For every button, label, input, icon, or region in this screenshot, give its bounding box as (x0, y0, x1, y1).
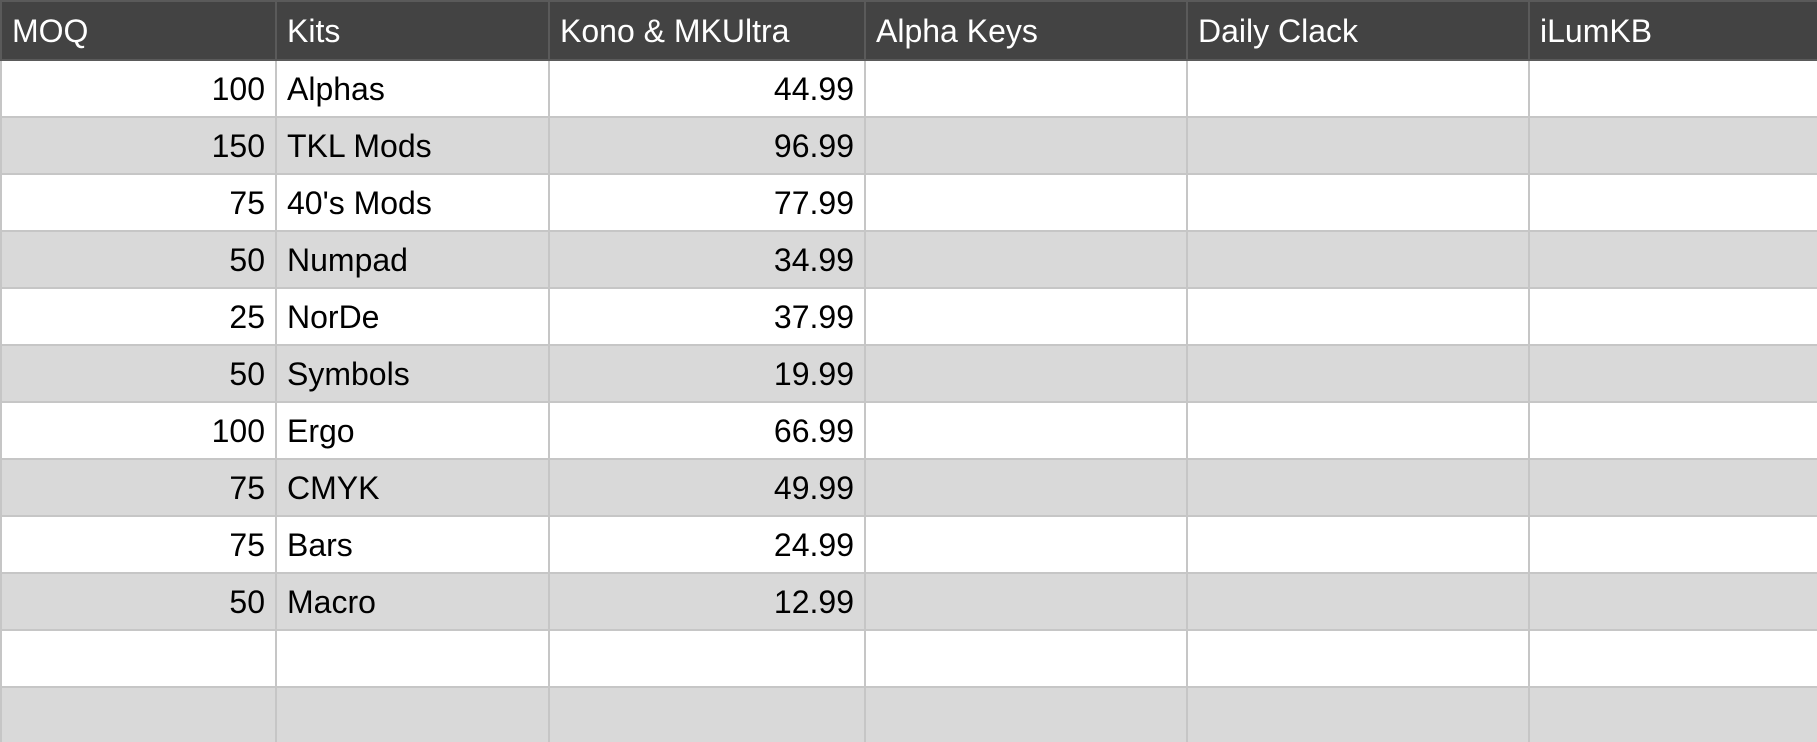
cell-daily-clack[interactable] (1187, 117, 1529, 174)
cell-daily-clack[interactable] (1187, 345, 1529, 402)
cell-ilumkb[interactable] (1529, 459, 1817, 516)
cell-ilumkb[interactable] (1529, 60, 1817, 117)
cell-kit[interactable]: Alphas (276, 60, 549, 117)
cell-daily-clack[interactable] (1187, 459, 1529, 516)
cell-kono-mkultra[interactable]: 19.99 (549, 345, 865, 402)
cell-alpha-keys[interactable] (865, 117, 1187, 174)
column-header-kono-mkultra[interactable]: Kono & MKUltra (549, 1, 865, 60)
table-row: 50 Symbols 19.99 (1, 345, 1817, 402)
cell-kit[interactable] (276, 687, 549, 742)
table-row: 150 TKL Mods 96.99 (1, 117, 1817, 174)
table-body: 100 Alphas 44.99 150 TKL Mods 96.99 75 40's Mod… (1, 60, 1817, 742)
cell-kono-mkultra[interactable] (549, 630, 865, 687)
cell-alpha-keys[interactable] (865, 402, 1187, 459)
cell-moq[interactable]: 100 (1, 402, 276, 459)
cell-moq[interactable]: 75 (1, 459, 276, 516)
cell-daily-clack[interactable] (1187, 174, 1529, 231)
column-header-ilumkb[interactable]: iLumKB (1529, 1, 1817, 60)
table-row: 100 Ergo 66.99 (1, 402, 1817, 459)
cell-ilumkb[interactable] (1529, 288, 1817, 345)
cell-moq[interactable]: 25 (1, 288, 276, 345)
table-row: 50 Numpad 34.99 (1, 231, 1817, 288)
cell-moq[interactable]: 150 (1, 117, 276, 174)
cell-moq[interactable] (1, 687, 276, 742)
cell-kit[interactable]: Macro (276, 573, 549, 630)
cell-ilumkb[interactable] (1529, 174, 1817, 231)
cell-ilumkb[interactable] (1529, 516, 1817, 573)
table-row: 75 CMYK 49.99 (1, 459, 1817, 516)
column-header-kits[interactable]: Kits (276, 1, 549, 60)
cell-kono-mkultra[interactable]: 66.99 (549, 402, 865, 459)
cell-moq[interactable]: 50 (1, 345, 276, 402)
cell-daily-clack[interactable] (1187, 516, 1529, 573)
cell-kit[interactable]: Numpad (276, 231, 549, 288)
cell-daily-clack[interactable] (1187, 687, 1529, 742)
cell-daily-clack[interactable] (1187, 402, 1529, 459)
cell-kono-mkultra[interactable]: 37.99 (549, 288, 865, 345)
cell-ilumkb[interactable] (1529, 231, 1817, 288)
cell-kit[interactable]: TKL Mods (276, 117, 549, 174)
cell-alpha-keys[interactable] (865, 573, 1187, 630)
cell-alpha-keys[interactable] (865, 687, 1187, 742)
column-header-alpha-keys[interactable]: Alpha Keys (865, 1, 1187, 60)
cell-kit[interactable]: CMYK (276, 459, 549, 516)
cell-alpha-keys[interactable] (865, 630, 1187, 687)
cell-kono-mkultra[interactable]: 77.99 (549, 174, 865, 231)
cell-ilumkb[interactable] (1529, 117, 1817, 174)
cell-daily-clack[interactable] (1187, 60, 1529, 117)
header-row: MOQ Kits Kono & MKUltra Alpha Keys Daily… (1, 1, 1817, 60)
cell-moq[interactable]: 75 (1, 174, 276, 231)
table-row: 50 Macro 12.99 (1, 573, 1817, 630)
cell-moq[interactable] (1, 630, 276, 687)
cell-kono-mkultra[interactable] (549, 687, 865, 742)
cell-alpha-keys[interactable] (865, 231, 1187, 288)
cell-alpha-keys[interactable] (865, 60, 1187, 117)
table-row: 100 Alphas 44.99 (1, 60, 1817, 117)
cell-kit[interactable]: NorDe (276, 288, 549, 345)
table-row (1, 687, 1817, 742)
table-row: 75 40's Mods 77.99 (1, 174, 1817, 231)
cell-kit[interactable]: 40's Mods (276, 174, 549, 231)
cell-daily-clack[interactable] (1187, 231, 1529, 288)
cell-daily-clack[interactable] (1187, 630, 1529, 687)
cell-kit[interactable]: Bars (276, 516, 549, 573)
cell-daily-clack[interactable] (1187, 573, 1529, 630)
cell-kono-mkultra[interactable]: 96.99 (549, 117, 865, 174)
cell-kit[interactable]: Ergo (276, 402, 549, 459)
cell-moq[interactable]: 50 (1, 231, 276, 288)
table-row (1, 630, 1817, 687)
cell-kono-mkultra[interactable]: 34.99 (549, 231, 865, 288)
cell-kono-mkultra[interactable]: 12.99 (549, 573, 865, 630)
cell-moq[interactable]: 50 (1, 573, 276, 630)
cell-ilumkb[interactable] (1529, 687, 1817, 742)
cell-alpha-keys[interactable] (865, 459, 1187, 516)
cell-kit[interactable] (276, 630, 549, 687)
cell-ilumkb[interactable] (1529, 630, 1817, 687)
cell-moq[interactable]: 75 (1, 516, 276, 573)
cell-kono-mkultra[interactable]: 44.99 (549, 60, 865, 117)
cell-kit[interactable]: Symbols (276, 345, 549, 402)
cell-alpha-keys[interactable] (865, 345, 1187, 402)
cell-ilumkb[interactable] (1529, 345, 1817, 402)
cell-kono-mkultra[interactable]: 24.99 (549, 516, 865, 573)
cell-alpha-keys[interactable] (865, 516, 1187, 573)
table-row: 25 NorDe 37.99 (1, 288, 1817, 345)
cell-ilumkb[interactable] (1529, 402, 1817, 459)
cell-daily-clack[interactable] (1187, 288, 1529, 345)
cell-moq[interactable]: 100 (1, 60, 276, 117)
table-row: 75 Bars 24.99 (1, 516, 1817, 573)
cell-alpha-keys[interactable] (865, 174, 1187, 231)
cell-ilumkb[interactable] (1529, 573, 1817, 630)
column-header-moq[interactable]: MOQ (1, 1, 276, 60)
column-header-daily-clack[interactable]: Daily Clack (1187, 1, 1529, 60)
cell-alpha-keys[interactable] (865, 288, 1187, 345)
cell-kono-mkultra[interactable]: 49.99 (549, 459, 865, 516)
